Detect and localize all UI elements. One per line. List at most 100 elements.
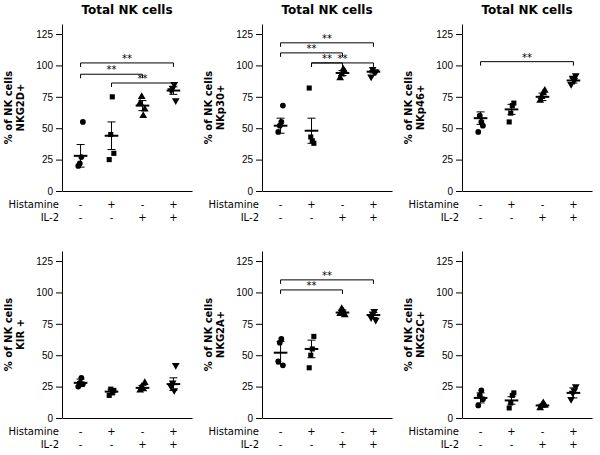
condition-labels: Histamine-+-+IL-2--++ (208, 426, 377, 450)
condition-name: IL-2 (441, 212, 459, 223)
y-label-line: NKp46+ (415, 85, 426, 131)
y-tick: 0 (47, 413, 62, 424)
y-label-line: % of NK cells (403, 298, 414, 371)
chart-container: 0255075100125******% of NK cellsNKG2D+To… (0, 0, 600, 455)
y-tick-label: 50 (242, 350, 254, 361)
bracket-label: ** (322, 270, 332, 281)
y-tick-line (56, 261, 62, 262)
point (80, 119, 86, 125)
condition-label: - (510, 212, 514, 223)
y-label-line: % of NK cells (203, 298, 214, 371)
error-bar-cap (138, 385, 146, 386)
y-tick-label: 0 (447, 413, 453, 424)
condition-name: IL-2 (41, 439, 59, 450)
condition-label: - (341, 199, 345, 210)
y-tick-label: 25 (42, 381, 54, 392)
bracket-label: ** (337, 53, 347, 64)
y-axis-line (262, 25, 263, 192)
error-bar (169, 378, 177, 391)
y-tick-line (256, 160, 262, 161)
bracket-label: ** (322, 33, 332, 44)
y-tick-line (256, 97, 262, 98)
error-bar (538, 93, 546, 101)
error-bar (369, 313, 377, 318)
group (567, 73, 581, 89)
y-tick-label: 75 (42, 92, 54, 103)
error-bar-stem (280, 118, 281, 133)
point (511, 390, 516, 395)
panel: 0255075100125% of NK cellsKIR +Histamine… (3, 252, 193, 450)
y-axis-line (62, 252, 63, 419)
condition-label: - (79, 439, 83, 450)
point (172, 98, 180, 105)
y-tick-line (256, 191, 262, 192)
y-label: % of NK cellsNKG2D+ (3, 71, 26, 144)
condition-labels: Histamine-+-+IL-2--++ (208, 199, 377, 223)
y-tick: 25 (242, 381, 262, 392)
error-bar-stem (142, 101, 143, 111)
error-bar-stem (480, 112, 481, 125)
y-tick-line (56, 418, 62, 419)
error-bar (338, 70, 346, 75)
group (167, 363, 181, 395)
error-bar-cap (508, 114, 516, 115)
y-tick-label: 25 (442, 381, 454, 392)
x-axis-line (63, 191, 193, 192)
y-tick: 0 (247, 186, 262, 197)
group (336, 65, 350, 81)
y-tick-label: 75 (442, 319, 454, 330)
y-tick-line (256, 387, 262, 388)
y-tick-line (456, 34, 462, 35)
figure: 0255075100125******% of NK cellsNKG2D+To… (0, 0, 600, 455)
y-label: % of NK cellsNKp46+ (403, 71, 426, 144)
error-bar-cap (369, 70, 377, 71)
condition-label: - (79, 212, 83, 223)
point (538, 92, 546, 99)
condition-labels: Histamine-+-+IL-2--++ (8, 426, 177, 450)
error-bar-cap (169, 377, 177, 378)
condition-label: - (541, 199, 545, 210)
y-axis-line (462, 25, 463, 192)
error-bar (569, 78, 577, 83)
y-tick-line (456, 324, 462, 325)
bracket-label: ** (107, 64, 117, 75)
y-axis: 0255075100125 (236, 252, 262, 424)
y-tick-line (56, 34, 62, 35)
y-tick-label: 0 (447, 186, 453, 197)
y-tick-line (56, 128, 62, 129)
y-tick-label: 0 (47, 186, 53, 197)
marks (474, 73, 580, 135)
y-label-line: % of NK cells (3, 71, 14, 144)
condition-label: - (279, 212, 283, 223)
error-bar-cap (369, 312, 377, 313)
condition-label: + (369, 199, 377, 210)
x-axis (63, 191, 193, 192)
y-tick-line (256, 128, 262, 129)
y-tick-label: 125 (236, 256, 253, 267)
bracket-label: ** (307, 43, 317, 54)
condition-label: + (538, 212, 546, 223)
y-tick: 125 (36, 29, 62, 40)
y-tick-label: 125 (36, 29, 53, 40)
error-bar-cap (477, 402, 485, 403)
y-label: % of NK cellsNKp30+ (203, 71, 226, 144)
condition-label: - (510, 439, 514, 450)
y-tick: 50 (42, 123, 62, 134)
condition-name: IL-2 (241, 439, 259, 450)
error-bar-stem (311, 118, 312, 143)
y-label-line: NKG2D+ (15, 84, 26, 132)
y-tick: 100 (36, 60, 62, 71)
group (305, 334, 319, 370)
condition-label: + (307, 199, 315, 210)
y-tick-line (256, 65, 262, 66)
error-bar-stem (173, 378, 174, 391)
condition-label: + (138, 439, 146, 450)
error-bar-cap (338, 315, 346, 316)
condition-label: + (107, 426, 115, 437)
group (536, 398, 550, 410)
y-tick-line (456, 292, 462, 293)
condition-label: - (479, 212, 483, 223)
panel: 0255075100125****% of NK cellsNKG2A+Hist… (203, 252, 393, 450)
y-tick-line (456, 65, 462, 66)
y-tick-line (256, 261, 262, 262)
